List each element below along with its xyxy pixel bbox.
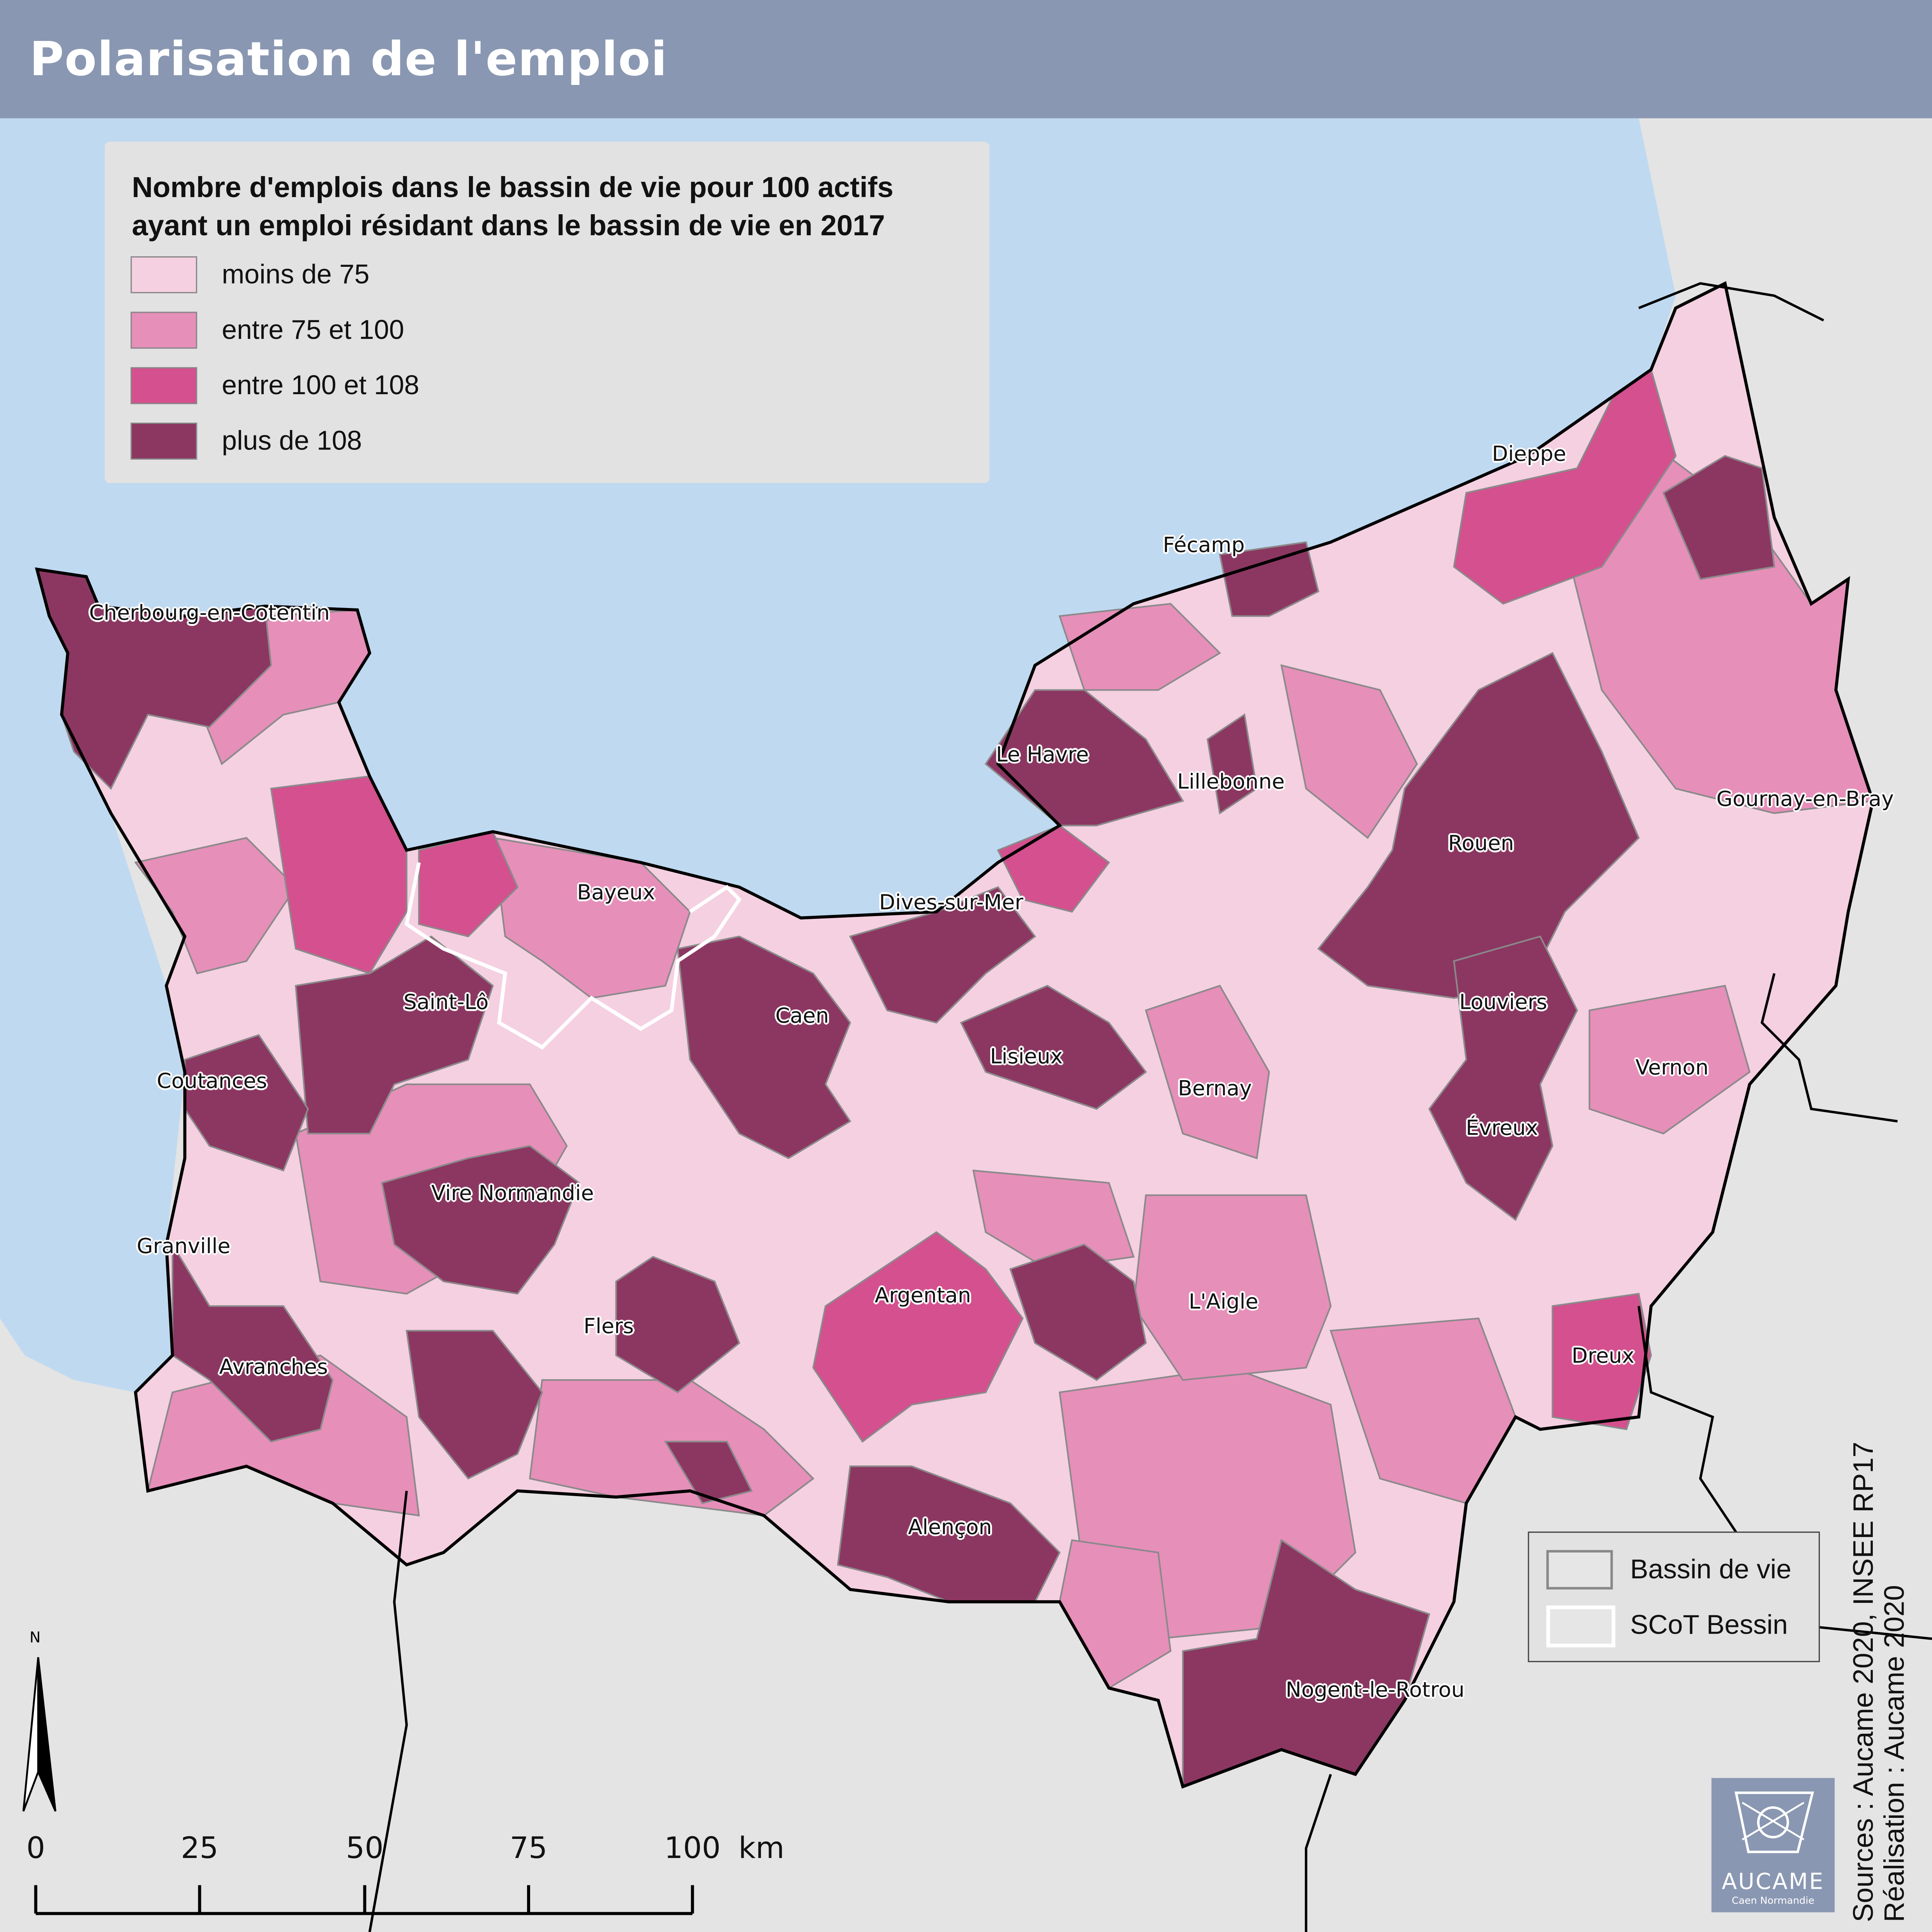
bassin-de-vie-area	[171, 1241, 334, 1443]
region-outline	[35, 281, 1875, 1789]
city-label: Vernon	[1635, 1056, 1709, 1081]
city-label: Bernay	[1178, 1077, 1252, 1102]
north-label: N	[29, 1629, 41, 1646]
city-label: Alençon	[908, 1515, 992, 1541]
bassin-swatch	[1546, 1550, 1613, 1590]
logo-subtitle: Caen Normandie	[1731, 1895, 1814, 1906]
bassin-de-vie-area	[849, 886, 1037, 1024]
bassin-de-vie-area	[405, 1330, 543, 1480]
credits-realisation: Réalisation : Aucame 2020	[1877, 1585, 1910, 1922]
city-label: Dieppe	[1492, 442, 1567, 467]
bassin-de-vie-area	[615, 1256, 740, 1393]
scale-tick-label: 25	[181, 1831, 219, 1866]
credits-sources: Sources : Aucame 2020, INSEE RP17	[1847, 1442, 1879, 1922]
city-label: Rouen	[1448, 832, 1514, 857]
bassin-de-vie-area	[984, 689, 1184, 827]
city-label: Bayeux	[577, 881, 655, 906]
city-label: Gournay-en-Bray	[1716, 787, 1894, 812]
city-label: Vire Normandie	[431, 1181, 594, 1206]
bassin-label: Bassin de vie	[1630, 1553, 1791, 1585]
scale-unit: km	[738, 1831, 784, 1866]
aucame-logo: AUCAME Caen Normandie	[1711, 1778, 1835, 1913]
bassin-de-vie-area	[812, 1231, 1024, 1443]
legend-swatch	[130, 367, 197, 404]
bassin-de-vie-area	[1059, 1539, 1172, 1689]
bassin-de-vie-area	[1009, 1243, 1147, 1381]
legend-title-line1: Nombre d'emplois dans le bassin de vie p…	[132, 171, 894, 203]
city-label: Lillebonne	[1177, 770, 1285, 795]
scot-label: SCoT Bessin	[1630, 1609, 1788, 1640]
bassin-de-vie-area	[294, 935, 494, 1135]
city-label: Nogent-le-Rotrou	[1285, 1678, 1465, 1703]
city-label: Le Havre	[996, 743, 1089, 768]
bassin-de-vie-area	[1145, 985, 1270, 1160]
page-title: Polarisation de l'emploi	[29, 32, 668, 86]
bassin-de-vie-area	[1588, 985, 1751, 1135]
city-label: Caen	[775, 1004, 829, 1029]
city-label: Granville	[137, 1234, 231, 1259]
city-label: Dives-sur-Mer	[879, 891, 1024, 916]
scale-tick-label: 50	[346, 1831, 384, 1866]
bassins-de-vie	[36, 282, 1874, 1788]
legend-title: Nombre d'emplois dans le bassin de vie p…	[132, 169, 893, 245]
title-bar: Polarisation de l'emploi	[0, 0, 1932, 118]
bassin-de-vie-area	[1551, 1293, 1652, 1430]
city-label: Cherbourg-en-Cotentin	[89, 601, 330, 626]
legend-label: entre 100 et 108	[222, 369, 420, 401]
scale-tick-label: 100	[664, 1831, 721, 1866]
legend-swatch	[130, 312, 197, 349]
bassin-de-vie-area	[1219, 541, 1320, 617]
scale-tick-label: 0	[26, 1831, 45, 1866]
bassin-de-vie-area	[664, 1440, 753, 1504]
city-label: Avranches	[219, 1355, 328, 1380]
bassin-de-vie-area	[960, 985, 1147, 1110]
city-label: Louviers	[1459, 991, 1548, 1015]
bassin-de-vie-area	[1428, 935, 1578, 1221]
logo-name: AUCAME	[1722, 1869, 1824, 1895]
boundaries-legend: Bassin de vie SCoT Bessin	[1528, 1531, 1820, 1662]
legend-label: entre 75 et 100	[222, 314, 404, 345]
legend-swatch	[130, 423, 197, 460]
bassin-de-vie-area	[1662, 455, 1775, 580]
bassin-de-vie-area	[1206, 713, 1258, 815]
bassin-de-vie-area	[492, 837, 691, 999]
legend-label: plus de 108	[222, 425, 362, 456]
city-label: Évreux	[1466, 1116, 1538, 1141]
city-label: Saint-Lô	[403, 991, 489, 1015]
legend-label: moins de 75	[222, 259, 370, 290]
bassin-de-vie-area	[677, 935, 851, 1159]
scale-bar	[34, 1885, 694, 1915]
city-label: Argentan	[874, 1284, 971, 1309]
city-label: Fécamp	[1163, 533, 1245, 558]
bassin-de-vie-area	[381, 1145, 580, 1295]
city-label: Coutances	[157, 1069, 267, 1094]
credits: Sources : Aucame 2020, INSEE RP17 Réalis…	[1847, 1442, 1910, 1922]
legend: Nombre d'emplois dans le bassin de vie p…	[104, 141, 990, 483]
bassin-de-vie-area	[1280, 664, 1418, 839]
scot-bessin-boundary	[404, 862, 742, 1050]
city-label: L'Aigle	[1188, 1290, 1259, 1315]
bassin-de-vie-area	[1453, 368, 1677, 605]
scale-tick-label: 75	[509, 1831, 548, 1866]
legend-swatch	[130, 256, 197, 293]
legend-title-line2: ayant un emploi résidant dans le bassin …	[132, 209, 885, 242]
logo-emblem-icon	[1735, 1791, 1814, 1853]
scot-swatch	[1546, 1605, 1616, 1648]
bassin-de-vie-area	[134, 837, 297, 975]
north-arrow-icon	[22, 1657, 56, 1812]
city-label: Dreux	[1571, 1344, 1635, 1369]
city-label: Flers	[583, 1315, 634, 1340]
city-label: Lisieux	[990, 1045, 1063, 1070]
